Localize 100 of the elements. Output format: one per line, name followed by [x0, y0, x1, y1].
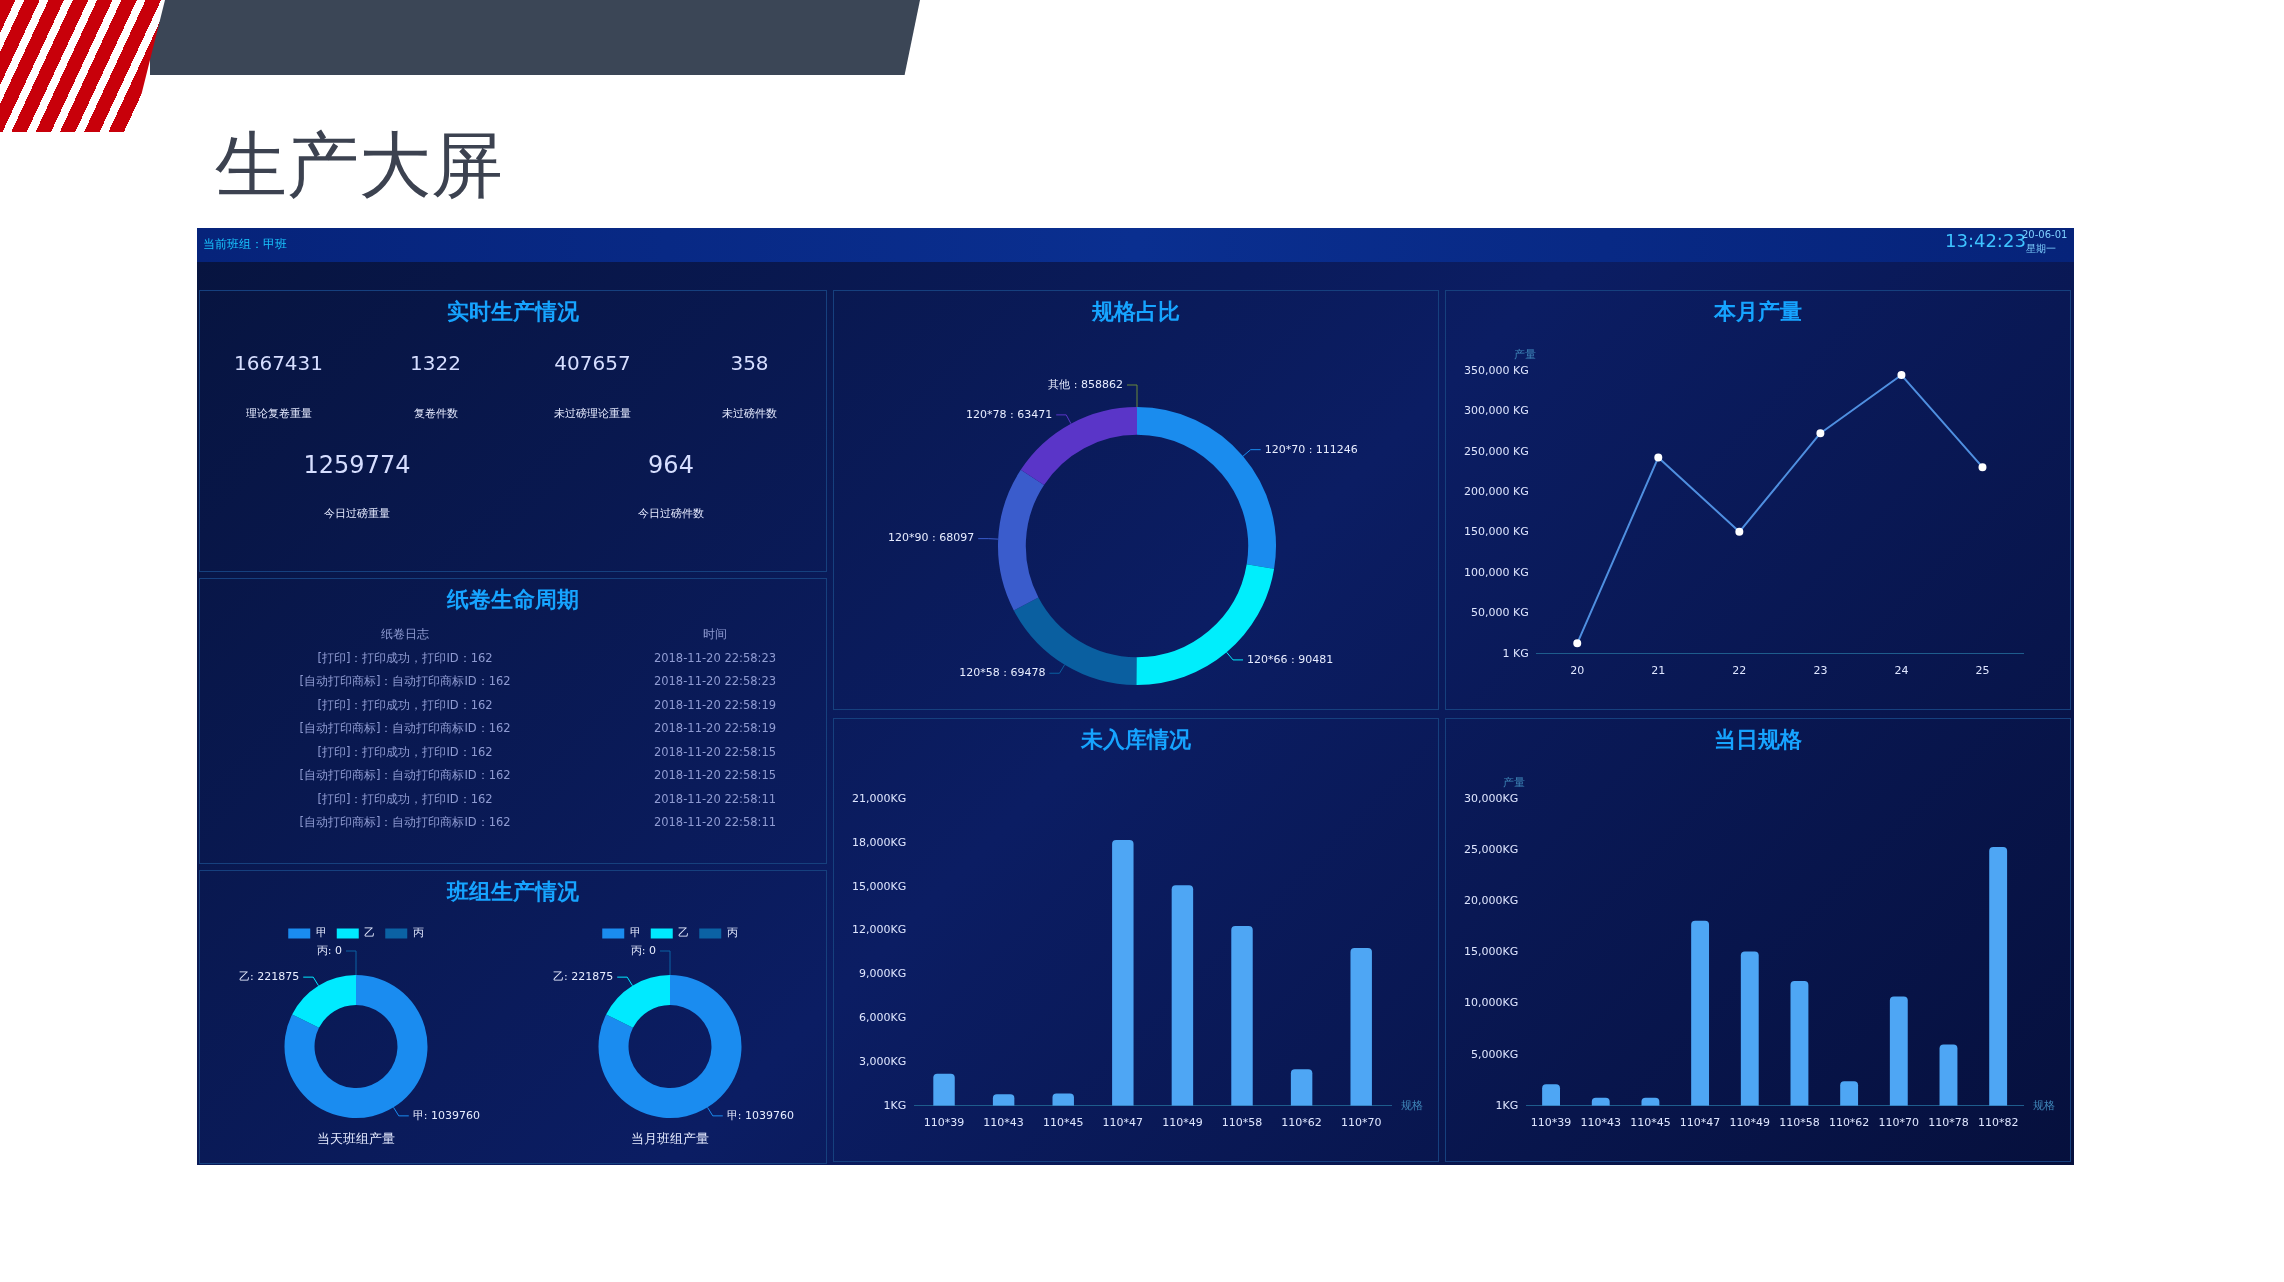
text: 358: [729, 351, 770, 375]
bar: [1740, 951, 1759, 1106]
text: 生产大屏: [215, 122, 503, 209]
x-tick-label: 110*43: [983, 1116, 1024, 1130]
text: 2018-11-20 22:58:15: [652, 744, 778, 759]
text: 2018-11-20 22:58:15: [652, 768, 778, 782]
text: 1259774: [302, 451, 412, 479]
x-tick-label: 24: [1894, 664, 1909, 678]
x-tick-label: 110*62: [1281, 1116, 1322, 1130]
slice-label: 甲: [412, 1108, 424, 1122]
slice-label: 乙: [239, 969, 251, 983]
text: 实时生产情况: [446, 298, 580, 326]
text: 当月班组产量: [630, 1130, 710, 1148]
y-tick-label: 100,000 KG: [1463, 565, 1529, 579]
y-tick-label: 30,000KG: [1463, 791, 1519, 805]
y-tick-label: 150,000 KG: [1463, 525, 1529, 539]
x-tick-label: 110*45: [1042, 1116, 1084, 1130]
data-label: : 63471: [1006, 407, 1053, 421]
y-tick-label: 50,000 KG: [1470, 606, 1529, 620]
text: 2018-11-20 22:58:23: [652, 650, 778, 665]
data-label: : 1039760: [737, 1108, 794, 1122]
text: 其他 : 858862: [1048, 377, 1123, 391]
text: 2018-11-20 22:58:11: [652, 815, 778, 829]
text: [打印]：打印成功，打印ID：162: [316, 650, 494, 666]
y-tick-label: 9,000KG: [858, 967, 907, 981]
text: [打印]：打印成功，打印ID：162: [316, 744, 494, 760]
x-tick-label: 22: [1732, 664, 1747, 678]
bar: [1052, 1093, 1074, 1106]
text: 今日过磅重量: [323, 506, 391, 521]
data-label: : 221875: [564, 969, 614, 983]
bar: [1889, 996, 1908, 1106]
slice-label: 120*66: [1247, 652, 1288, 666]
text: 2018-11-20 22:58:23: [652, 674, 778, 688]
x-tick-label: 110*45: [1630, 1116, 1671, 1130]
x-axis-title: 规格: [2033, 1098, 2055, 1112]
data-label: : 90481: [1287, 652, 1334, 666]
bar: [1350, 948, 1372, 1106]
y-tick-label: 21,000KG: [851, 791, 907, 805]
bar: [992, 1094, 1015, 1106]
bar: [1542, 1084, 1561, 1106]
text: 2018-11-20 22:58:11: [652, 791, 778, 806]
y-tick-label: 12,000KG: [851, 923, 907, 937]
text: : 0: [641, 943, 656, 957]
x-tick-label: 110*47: [1679, 1116, 1721, 1130]
text: 星期一: [2026, 242, 2056, 256]
text: 1322: [409, 351, 462, 375]
x-tick-label: 23: [1813, 664, 1828, 678]
x-tick-label: 110*43: [1580, 1116, 1621, 1130]
text: [打印]：打印成功，打印ID：162: [316, 791, 494, 807]
y-tick-label: 20,000KG: [1463, 894, 1519, 908]
data-label: : 1039760: [423, 1108, 480, 1122]
category-label: 丙: [630, 943, 642, 957]
slice-label: 120*78: [966, 407, 1007, 421]
y-tick-label: 1KG: [1495, 1098, 1519, 1112]
y-tick-label: 350,000 KG: [1463, 363, 1529, 377]
bar: [1691, 920, 1710, 1106]
x-tick-label: 110*70: [1878, 1116, 1920, 1130]
data-label: : 69478: [999, 666, 1046, 680]
x-tick-label: 20: [1570, 664, 1585, 678]
text: 当前班组：甲班: [203, 236, 287, 253]
slice-label: 乙: [553, 969, 565, 983]
y-tick-label: 1KG: [883, 1098, 907, 1112]
text: 2018-11-20 22:58:19: [652, 721, 778, 735]
text: [自动打印商标]：自动打印商标ID：162: [298, 721, 512, 736]
text: : 0: [327, 943, 342, 957]
text: 964: [647, 451, 695, 479]
x-tick-label: 110*58: [1779, 1116, 1820, 1130]
text: 2018-11-20 22:58:19: [652, 697, 778, 712]
y-tick-label: 3,000KG: [858, 1054, 907, 1068]
text: 当天班组产量: [316, 1130, 396, 1148]
y-tick-label: 18,000KG: [851, 835, 907, 849]
y-tick-label: 15,000KG: [1463, 945, 1519, 959]
bar: [1939, 1044, 1958, 1106]
y-tick-label: 25,000KG: [1463, 842, 1519, 856]
x-tick-label: 110*82: [1977, 1116, 2019, 1130]
x-tick-label: 21: [1651, 664, 1666, 678]
y-axis-title: 产量: [1513, 348, 1536, 362]
bar: [933, 1073, 955, 1106]
text: 未过磅件数: [721, 406, 778, 421]
y-tick-label: 5,000KG: [1470, 1047, 1519, 1061]
y-tick-label: 200,000 KG: [1463, 485, 1529, 499]
text: [自动打印商标]：自动打印商标ID：162: [298, 768, 512, 783]
y-tick-label: 250,000 KG: [1463, 444, 1529, 458]
legend-label: 丙: [726, 926, 738, 940]
x-tick-label: 110*39: [923, 1116, 965, 1130]
bar: [1112, 839, 1134, 1106]
legend-label: 甲: [315, 926, 327, 940]
category-label: 丙: [316, 943, 328, 957]
text: 复卷件数: [412, 406, 459, 421]
y-tick-label: 1 KG: [1502, 646, 1529, 660]
legend-label: 乙: [364, 926, 376, 940]
data-label: : 221875: [250, 969, 300, 983]
x-tick-label: 110*49: [1162, 1116, 1203, 1130]
bar: [1840, 1081, 1859, 1106]
slice-label: 120*90: [888, 531, 929, 545]
x-tick-label: 110*39: [1530, 1116, 1572, 1130]
x-tick-label: 110*58: [1221, 1116, 1263, 1130]
x-tick-label: 110*49: [1729, 1116, 1771, 1130]
text: 纸卷生命周期: [445, 586, 580, 614]
y-tick-label: 6,000KG: [858, 1011, 907, 1025]
